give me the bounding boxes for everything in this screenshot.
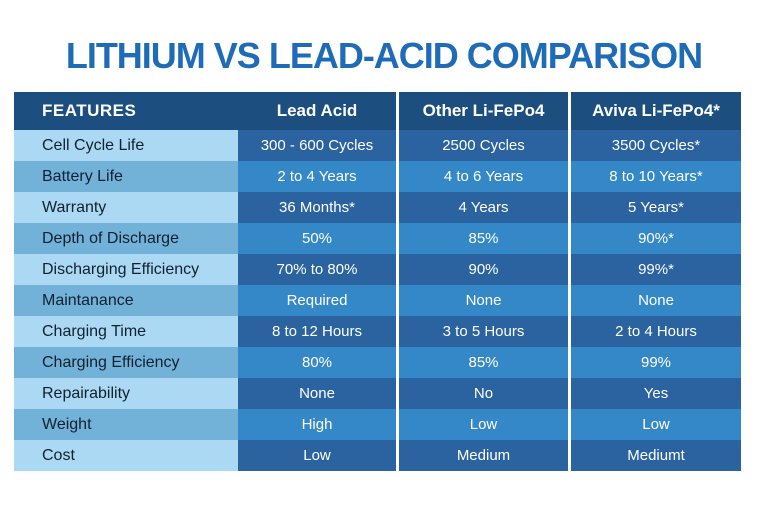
- column-header-features: FEATURES: [14, 92, 238, 130]
- value-cell: 3 to 5 Hours: [396, 316, 568, 347]
- column-header-aviva-lifepo4: Aviva Li-FePo4*: [568, 92, 741, 130]
- value-cell: 90%*: [568, 223, 741, 254]
- column-header-lead-acid: Lead Acid: [238, 92, 396, 130]
- value-cell: Required: [238, 285, 396, 316]
- value-cell: Low: [568, 409, 741, 440]
- value-cell: Mediumt: [568, 440, 741, 471]
- value-cell: Medium: [396, 440, 568, 471]
- value-cell: 2500 Cycles: [396, 130, 568, 161]
- page-title: LITHIUM VS LEAD-ACID COMPARISON: [65, 35, 703, 76]
- value-cell: 4 to 6 Years: [396, 161, 568, 192]
- value-cell: 300 - 600 Cycles: [238, 130, 396, 161]
- value-cell: None: [238, 378, 396, 409]
- value-cell: 85%: [396, 223, 568, 254]
- feature-label: Maintanance: [14, 285, 238, 316]
- value-cell: 50%: [238, 223, 396, 254]
- feature-label: Discharging Efficiency: [14, 254, 238, 285]
- value-cell: 8 to 12 Hours: [238, 316, 396, 347]
- value-cell: No: [396, 378, 568, 409]
- value-cell: 5 Years*: [568, 192, 741, 223]
- feature-label: Warranty: [14, 192, 238, 223]
- value-cell: Low: [238, 440, 396, 471]
- value-cell: 80%: [238, 347, 396, 378]
- value-cell: 90%: [396, 254, 568, 285]
- feature-label: Charging Efficiency: [14, 347, 238, 378]
- feature-label: Repairability: [14, 378, 238, 409]
- value-cell: Low: [396, 409, 568, 440]
- value-cell: 36 Months*: [238, 192, 396, 223]
- value-cell: 99%: [568, 347, 741, 378]
- value-cell: High: [238, 409, 396, 440]
- value-cell: 2 to 4 Hours: [568, 316, 741, 347]
- value-cell: Yes: [568, 378, 741, 409]
- feature-label: Weight: [14, 409, 238, 440]
- feature-label: Charging Time: [14, 316, 238, 347]
- feature-label: Cost: [14, 440, 238, 471]
- value-cell: None: [568, 285, 741, 316]
- value-cell: 8 to 10 Years*: [568, 161, 741, 192]
- value-cell: None: [396, 285, 568, 316]
- value-cell: 2 to 4 Years: [238, 161, 396, 192]
- feature-label: Battery Life: [14, 161, 238, 192]
- feature-label: Cell Cycle Life: [14, 130, 238, 161]
- page: LITHIUM VS LEAD-ACID COMPARISON FEATURES…: [0, 36, 768, 512]
- value-cell: 4 Years: [396, 192, 568, 223]
- feature-label: Depth of Discharge: [14, 223, 238, 254]
- value-cell: 3500 Cycles*: [568, 130, 741, 161]
- value-cell: 99%*: [568, 254, 741, 285]
- value-cell: 70% to 80%: [238, 254, 396, 285]
- column-header-other-lifepo4: Other Li-FePo4: [396, 92, 568, 130]
- value-cell: 85%: [396, 347, 568, 378]
- comparison-table: FEATURES Lead Acid Other Li-FePo4 Aviva …: [14, 92, 741, 471]
